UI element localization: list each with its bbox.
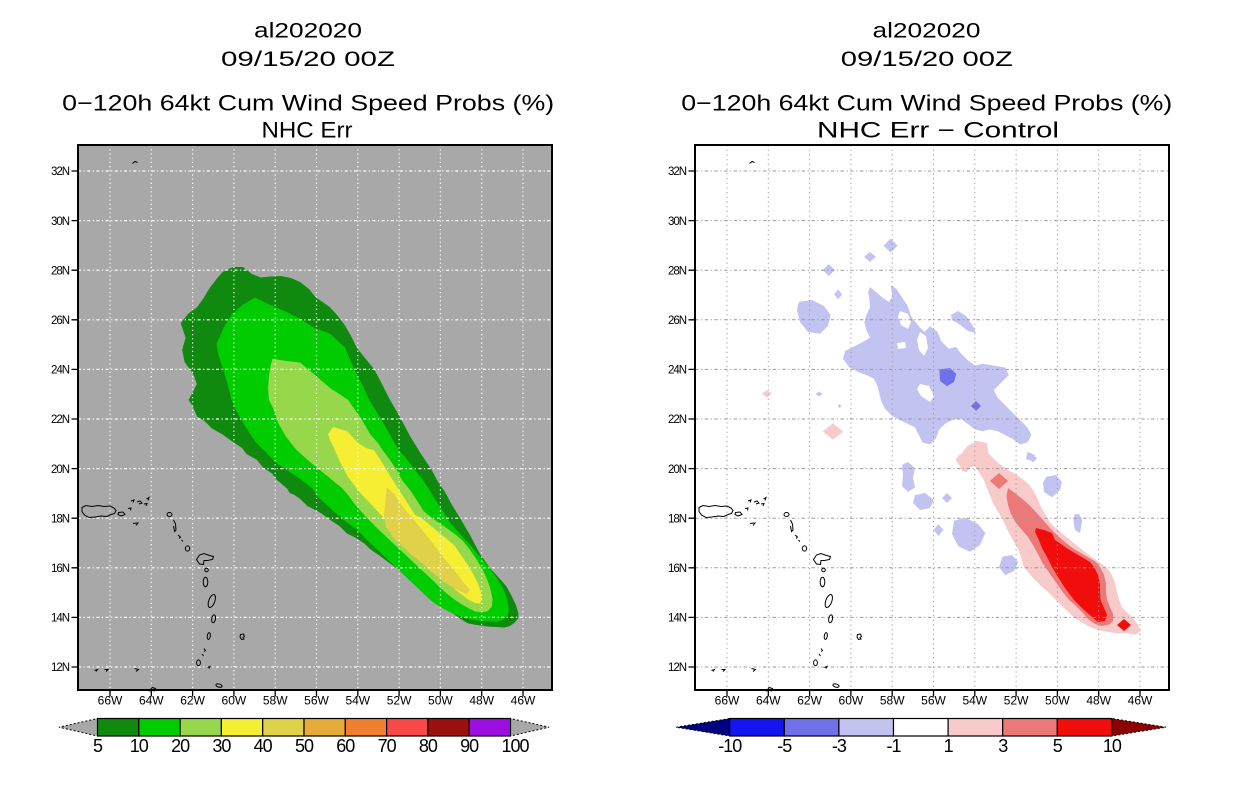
svg-text:-1: -1 (886, 736, 901, 756)
svg-text:24N: 24N (51, 365, 70, 377)
svg-text:18N: 18N (668, 513, 687, 525)
svg-text:100: 100 (501, 736, 529, 756)
svg-text:32N: 32N (51, 166, 70, 178)
svg-text:54W: 54W (345, 694, 370, 708)
svg-text:30N: 30N (668, 216, 687, 228)
svg-text:48W: 48W (1086, 694, 1111, 708)
svg-text:al202020: al202020 (873, 20, 981, 43)
svg-text:66W: 66W (715, 694, 740, 708)
svg-text:30: 30 (212, 736, 231, 756)
svg-text:20N: 20N (51, 464, 70, 476)
svg-text:09/15/20 00Z: 09/15/20 00Z (841, 48, 1013, 71)
svg-text:40: 40 (254, 736, 273, 756)
svg-text:48W: 48W (469, 694, 494, 708)
svg-text:46W: 46W (1128, 694, 1153, 708)
svg-text:20N: 20N (668, 464, 687, 476)
svg-text:-3: -3 (832, 736, 847, 756)
svg-text:14N: 14N (51, 613, 70, 625)
svg-text:28N: 28N (51, 265, 70, 277)
svg-text:70: 70 (378, 736, 397, 756)
svg-text:10: 10 (130, 736, 149, 756)
svg-text:60W: 60W (222, 694, 247, 708)
svg-text:12N: 12N (51, 662, 70, 674)
svg-text:54W: 54W (962, 694, 987, 708)
svg-text:32N: 32N (668, 166, 687, 178)
svg-text:60: 60 (336, 736, 355, 756)
svg-text:26N: 26N (51, 315, 70, 327)
svg-text:64W: 64W (139, 694, 164, 708)
svg-text:-10: -10 (718, 736, 742, 756)
svg-text:09/15/20 00Z: 09/15/20 00Z (221, 48, 395, 71)
svg-text:NHC Err: NHC Err (262, 118, 353, 143)
svg-text:18N: 18N (51, 513, 70, 525)
svg-text:0−120h 64kt Cum Wind Speed Pro: 0−120h 64kt Cum Wind Speed Probs (%) (62, 90, 554, 115)
svg-text:90: 90 (460, 736, 479, 756)
svg-text:22N: 22N (668, 414, 687, 426)
svg-text:5: 5 (1053, 736, 1063, 756)
svg-text:22N: 22N (51, 414, 70, 426)
svg-text:46W: 46W (511, 694, 536, 708)
svg-text:56W: 56W (921, 694, 946, 708)
svg-text:66W: 66W (98, 694, 123, 708)
svg-text:50W: 50W (428, 694, 453, 708)
svg-text:62W: 62W (797, 694, 822, 708)
svg-text:al202020: al202020 (254, 20, 362, 43)
svg-text:64W: 64W (756, 694, 781, 708)
svg-text:5: 5 (93, 736, 103, 756)
svg-text:50W: 50W (1045, 694, 1070, 708)
svg-text:26N: 26N (668, 315, 687, 327)
svg-text:14N: 14N (668, 613, 687, 625)
svg-text:60W: 60W (839, 694, 864, 708)
svg-text:24N: 24N (668, 365, 687, 377)
svg-text:20: 20 (171, 736, 190, 756)
svg-text:28N: 28N (668, 265, 687, 277)
svg-text:80: 80 (419, 736, 438, 756)
svg-text:3: 3 (998, 736, 1008, 756)
svg-text:58W: 58W (880, 694, 905, 708)
svg-text:1: 1 (944, 736, 954, 756)
svg-text:16N: 16N (668, 563, 687, 575)
svg-text:0−120h 64kt Cum Wind Speed Pro: 0−120h 64kt Cum Wind Speed Probs (%) (681, 90, 1172, 115)
svg-text:-5: -5 (777, 736, 792, 756)
svg-text:30N: 30N (51, 216, 70, 228)
svg-text:50: 50 (295, 736, 314, 756)
svg-text:NHC Err − Control: NHC Err − Control (817, 118, 1059, 143)
svg-text:56W: 56W (304, 694, 329, 708)
svg-text:62W: 62W (180, 694, 205, 708)
svg-text:10: 10 (1103, 736, 1122, 756)
svg-text:16N: 16N (51, 563, 70, 575)
svg-text:58W: 58W (263, 694, 288, 708)
svg-text:12N: 12N (668, 662, 687, 674)
svg-text:52W: 52W (1004, 694, 1029, 708)
svg-text:52W: 52W (387, 694, 412, 708)
